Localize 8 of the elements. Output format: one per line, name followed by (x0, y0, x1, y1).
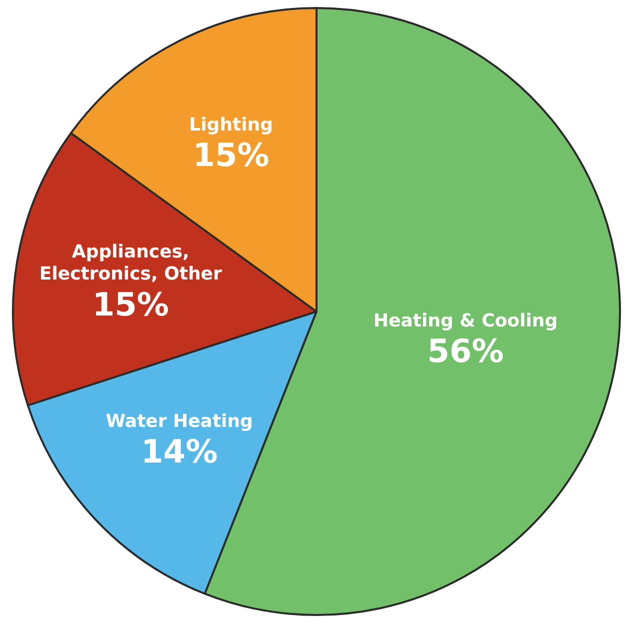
data-label: 15% (192, 136, 270, 174)
slice-label: Heating & Cooling (374, 310, 558, 332)
slice-label: Appliances, Electronics, Other (39, 242, 222, 285)
slice-label: Water Heating (106, 410, 253, 432)
slice-label: Lighting (189, 114, 273, 136)
data-label: 15% (92, 285, 169, 324)
data-label: 56% (427, 332, 504, 370)
data-label: 14% (141, 432, 218, 471)
